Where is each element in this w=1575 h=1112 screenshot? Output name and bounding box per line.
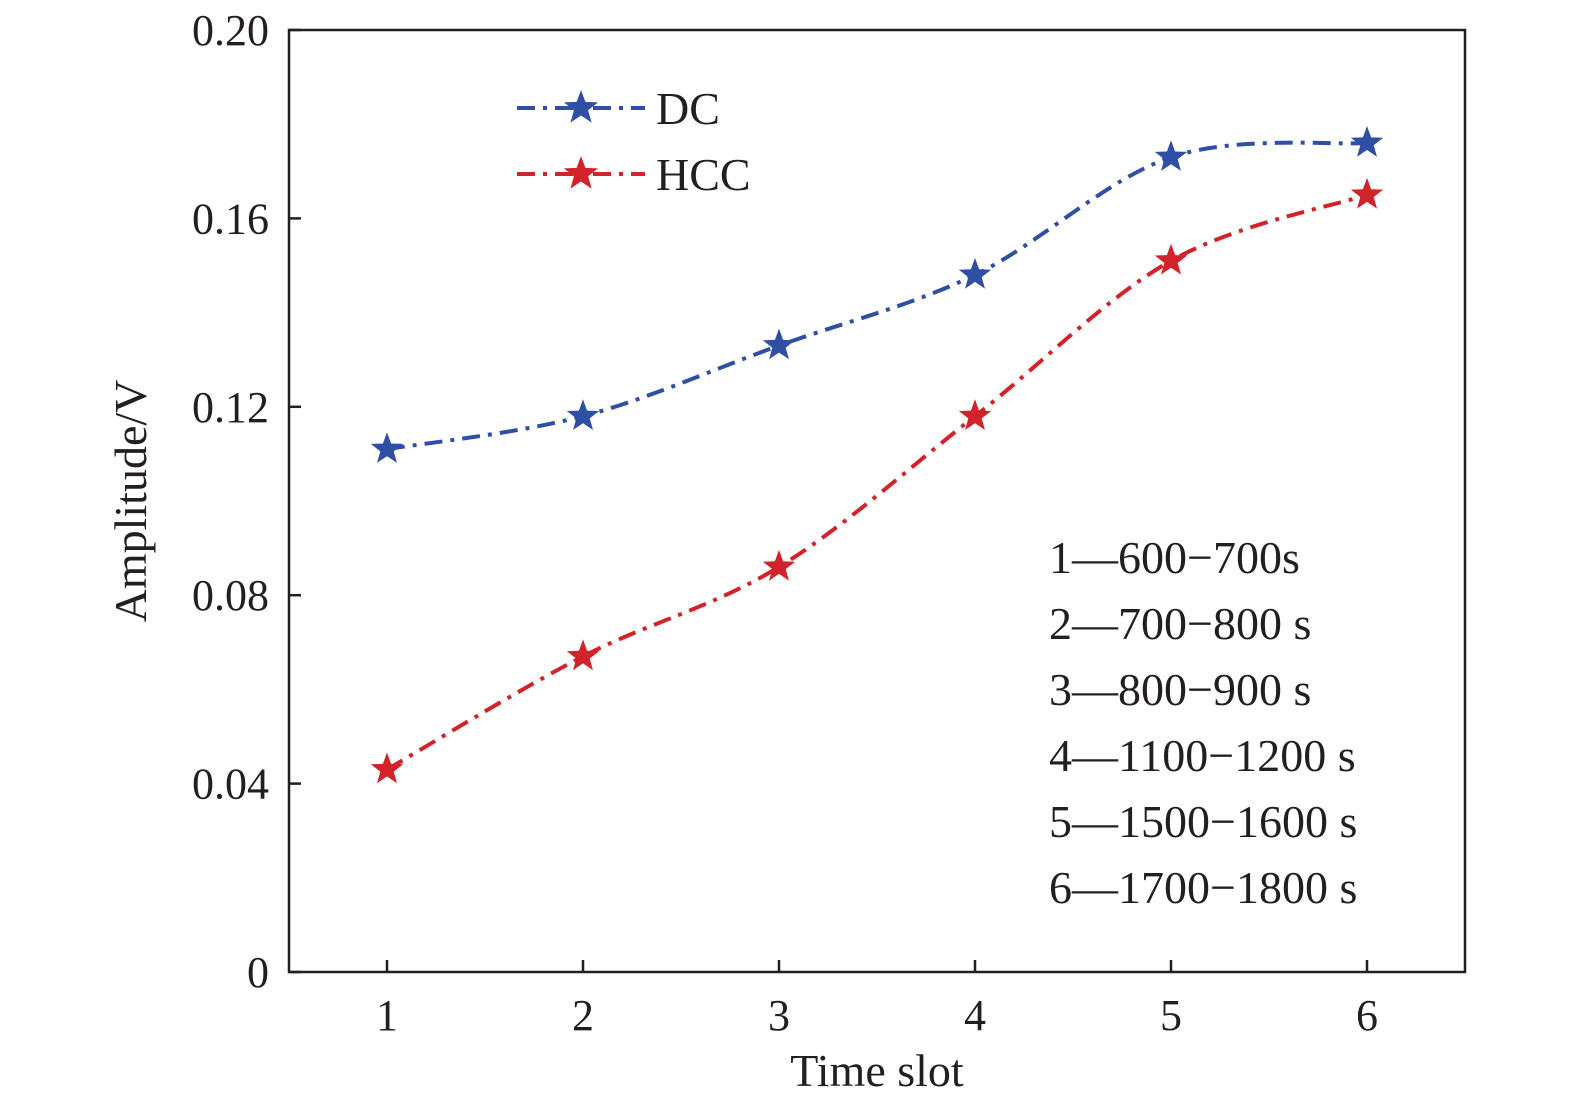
- time-slot-annotation: 3—800−900 s: [1049, 664, 1311, 715]
- dc-series-line: [386, 140, 1368, 452]
- y-tick-label: 0.20: [192, 6, 269, 55]
- y-tick-label: 0.12: [192, 383, 269, 432]
- time-slot-annotation: 5—1500−1600 s: [1049, 796, 1357, 847]
- hcc-legend-label: HCC: [656, 149, 751, 200]
- series-layer: [370, 126, 1384, 784]
- hcc-data-point: [958, 399, 992, 430]
- dc-legend-marker: [563, 90, 599, 123]
- time-slot-annotations: 1—600−700s 2—700−800 s 3—800−900 s 4—1100−1…: [1049, 532, 1357, 913]
- y-tick-label: 0.08: [192, 571, 269, 620]
- dc-data-point: [958, 257, 992, 289]
- dc-data-point: [1154, 140, 1188, 171]
- y-axis-title: Amplitude/V: [105, 380, 156, 623]
- x-tick-label: 6: [1356, 991, 1378, 1040]
- hcc-data-point: [370, 752, 404, 784]
- x-tick-label: 5: [1160, 991, 1182, 1040]
- x-tick-label: 1: [376, 991, 398, 1040]
- dc-data-point: [370, 432, 404, 463]
- x-tick-label: 2: [572, 991, 594, 1040]
- time-slot-annotation: 1—600−700s: [1049, 532, 1300, 583]
- y-tick-label: 0: [247, 948, 269, 997]
- x-axis-title: Time slot: [790, 1045, 964, 1096]
- time-slot-annotation: 6—1700−1800 s: [1049, 862, 1357, 913]
- time-slot-annotation: 4—1100−1200 s: [1049, 730, 1356, 781]
- hcc-data-point: [566, 639, 600, 671]
- dc-legend-label: DC: [656, 83, 720, 134]
- x-tick-label: 4: [964, 991, 986, 1040]
- dc-data-point: [1350, 126, 1384, 157]
- dc-data-point: [566, 399, 600, 430]
- hcc-data-point: [1154, 243, 1188, 275]
- time-slot-annotation: 2—700−800 s: [1049, 598, 1311, 649]
- hcc-data-point: [1350, 177, 1384, 209]
- y-axis: 0 0.04 0.08 0.12 0.16 0.20: [192, 6, 301, 997]
- x-tick-label: 3: [768, 991, 790, 1040]
- hcc-legend-marker: [563, 156, 599, 189]
- x-axis: 1 2 3 4 5 6: [376, 960, 1378, 1040]
- dc-data-point: [762, 328, 796, 360]
- legend: DC HCC: [517, 83, 751, 200]
- hcc-series-line: [385, 193, 1368, 772]
- y-tick-label: 0.16: [192, 194, 269, 243]
- y-tick-label: 0.04: [192, 760, 269, 809]
- hcc-data-point: [762, 549, 796, 581]
- plot-frame: [287, 28, 1467, 974]
